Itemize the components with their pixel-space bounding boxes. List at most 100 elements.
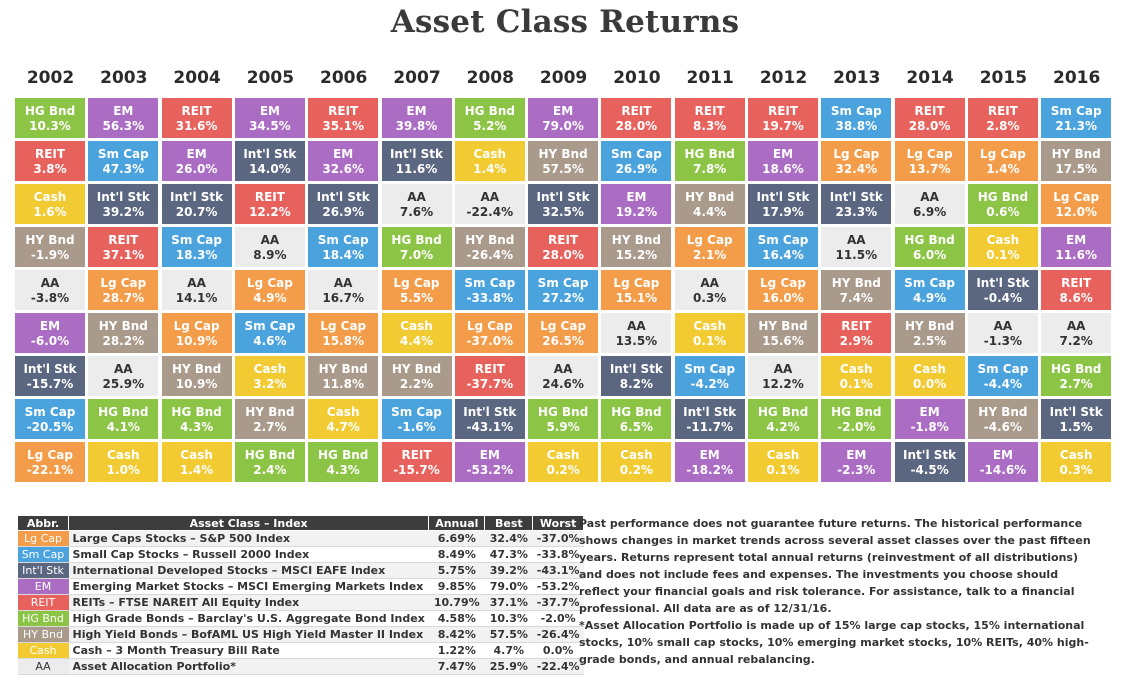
year-header-2005: 2005 — [246, 68, 295, 88]
cell-2002-lg-cap: Lg Cap -22.1% — [14, 441, 86, 483]
cell-2003-cash: Cash 1.0% — [87, 441, 160, 483]
cell-2009-reit: REIT 28.0% — [527, 226, 600, 268]
cell-asset-label: HY Bnd — [904, 319, 955, 333]
cell-asset-label: Lg Cap — [27, 448, 73, 462]
cell-asset-label: EM — [259, 104, 280, 118]
cell-asset-label: Int'l Stk — [463, 405, 517, 419]
cell-return-value: 14.0% — [249, 162, 291, 176]
cell-2016-lg-cap: Lg Cap 12.0% — [1040, 183, 1113, 225]
cell-return-value: -43.1% — [466, 420, 514, 434]
cell-2009-em: EM 79.0% — [527, 97, 600, 139]
cell-return-value: 1.4% — [179, 463, 214, 477]
cell-return-value: 26.0% — [175, 162, 218, 176]
cell-asset-label: Lg Cap — [173, 319, 220, 333]
cell-2004-int-l-stk: Int'l Stk 20.7% — [160, 183, 233, 225]
cell-2004-sm-cap: Sm Cap 18.3% — [160, 226, 233, 268]
legend-abbr-swatch: Lg Cap — [17, 530, 69, 547]
cell-asset-label: REIT — [767, 104, 799, 118]
cell-asset-label: EM — [479, 448, 500, 462]
cell-asset-label: REIT — [254, 190, 285, 204]
cell-return-value: 28.0% — [542, 248, 584, 262]
cell-return-value: 1.5% — [1059, 420, 1093, 434]
cell-asset-label: AA — [1066, 319, 1086, 333]
cell-asset-label: Cash — [326, 405, 360, 419]
legend-header-best: Best — [484, 515, 534, 531]
cell-asset-label: Lg Cap — [760, 276, 806, 290]
cell-asset-label: HY Bnd — [245, 405, 295, 419]
cell-return-value: 13.5% — [615, 334, 658, 348]
cell-2010-aa: AA 13.5% — [600, 312, 673, 354]
cell-asset-label: Lg Cap — [246, 276, 293, 290]
cell-return-value: 2.9% — [839, 334, 873, 348]
cell-return-value: 2.2% — [399, 377, 434, 391]
cell-2010-sm-cap: Sm Cap 26.9% — [600, 140, 673, 182]
cell-2004-lg-cap: Lg Cap 10.9% — [160, 312, 233, 354]
cell-return-value: 25.9% — [102, 377, 145, 391]
cell-asset-label: Int'l Stk — [683, 405, 737, 419]
cell-return-value: 21.3% — [1055, 119, 1097, 133]
legend-annual-value: 10.79% — [428, 594, 485, 611]
year-header-2008: 2008 — [466, 68, 514, 88]
cell-return-value: 32.4% — [835, 162, 878, 176]
cell-2008-cash: Cash 1.4% — [453, 140, 526, 182]
year-header-2003: 2003 — [100, 68, 148, 88]
cell-2003-em: EM 56.3% — [87, 97, 160, 139]
cell-asset-label: AA — [333, 276, 353, 290]
cell-asset-label: AA — [847, 233, 866, 247]
cell-2002-sm-cap: Sm Cap -20.5% — [14, 398, 86, 440]
cell-asset-label: HY Bnd — [98, 319, 148, 333]
cell-return-value: 8.6% — [1059, 291, 1093, 305]
legend-asset-name: High Yield Bonds – BofAML US High Yield … — [68, 626, 429, 643]
cell-return-value: -2.3% — [837, 463, 876, 477]
cell-return-value: 0.3% — [693, 291, 727, 305]
cell-2005-sm-cap: Sm Cap 4.6% — [233, 312, 306, 354]
legend-row: REIT REITs – FTSE NAREIT All Equity Index… — [17, 594, 584, 611]
cell-return-value: 17.5% — [1055, 162, 1097, 176]
cell-2013-aa: AA 11.5% — [820, 226, 893, 268]
cell-asset-label: HY Bnd — [465, 233, 515, 247]
cell-asset-label: EM — [919, 405, 940, 419]
cell-asset-label: HG Bnd — [464, 104, 515, 118]
cell-return-value: 0.1% — [986, 248, 1020, 262]
cell-asset-label: HG Bnd — [537, 405, 589, 419]
cell-return-value: 18.3% — [175, 248, 218, 262]
cell-2015-reit: REIT 2.8% — [966, 97, 1039, 139]
cell-return-value: 4.6% — [253, 334, 287, 348]
cell-2010-reit: REIT 28.0% — [600, 97, 673, 139]
legend-header-row: Abbr. Asset Class – Index Annual Best Wo… — [17, 515, 585, 531]
cell-2015-int-l-stk: Int'l Stk -0.4% — [966, 269, 1039, 311]
cell-2007-hg-bnd: HG Bnd 7.0% — [380, 226, 453, 268]
cell-asset-label: HG Bnd — [24, 104, 76, 118]
cell-2006-lg-cap: Lg Cap 15.8% — [307, 312, 380, 354]
legend-worst-value: -43.1% — [532, 562, 584, 579]
cell-asset-label: Int'l Stk — [1049, 405, 1103, 419]
cell-return-value: 12.0% — [1055, 205, 1097, 219]
cell-asset-label: REIT — [987, 104, 1018, 118]
cell-return-value: 7.6% — [399, 205, 434, 219]
cell-return-value: -14.6% — [979, 463, 1027, 477]
cell-return-value: 8.2% — [619, 377, 654, 391]
cell-return-value: 39.8% — [395, 119, 438, 133]
cell-2002-hg-bnd: HG Bnd 10.3% — [14, 97, 86, 139]
cell-2003-lg-cap: Lg Cap 28.7% — [87, 269, 160, 311]
cell-asset-label: Int'l Stk — [536, 190, 590, 204]
cell-return-value: 0.1% — [839, 377, 873, 391]
cell-return-value: 37.1% — [102, 248, 145, 262]
cell-asset-label: AA — [114, 362, 133, 376]
cell-2004-em: EM 26.0% — [160, 140, 233, 182]
cell-return-value: 4.1% — [106, 420, 140, 434]
cell-return-value: 26.5% — [542, 334, 584, 348]
cell-2009-sm-cap: Sm Cap 27.2% — [527, 269, 600, 311]
cell-asset-label: Cash — [766, 448, 800, 462]
cell-asset-label: REIT — [474, 362, 505, 376]
cell-2016-hg-bnd: HG Bnd 2.7% — [1040, 355, 1113, 397]
year-header-2007: 2007 — [393, 68, 441, 88]
cell-2008-hy-bnd: HY Bnd -26.4% — [453, 226, 526, 268]
legend-annual-value: 6.69% — [428, 530, 485, 547]
cell-return-value: 7.4% — [839, 291, 873, 305]
cell-2013-reit: REIT 2.9% — [820, 312, 893, 354]
cell-2013-int-l-stk: Int'l Stk 23.3% — [820, 183, 893, 225]
cell-asset-label: HG Bnd — [244, 448, 296, 462]
cell-asset-label: Cash — [546, 448, 580, 462]
cell-asset-label: Lg Cap — [906, 147, 953, 161]
